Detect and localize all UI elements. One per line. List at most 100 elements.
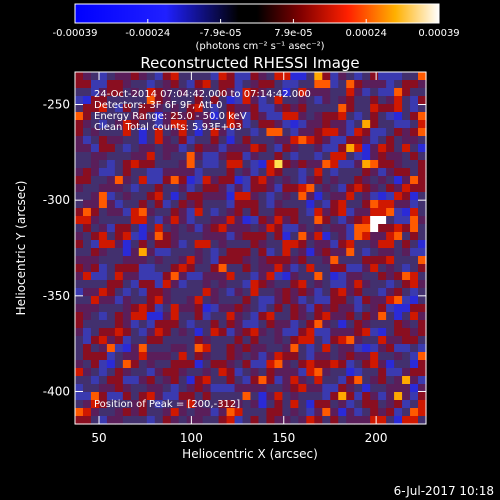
heatmap-cell — [114, 256, 124, 265]
heatmap-cell — [330, 184, 339, 193]
heatmap-cell — [75, 232, 84, 241]
heatmap-cell — [402, 240, 411, 249]
heatmap-cell — [154, 312, 164, 321]
heatmap-cell — [226, 120, 236, 129]
heatmap-cell — [218, 384, 228, 393]
heatmap-cell — [298, 136, 307, 145]
heatmap-cell — [138, 416, 148, 425]
heatmap-cell — [330, 320, 339, 329]
heatmap-cell — [138, 408, 148, 417]
heatmap-cell — [394, 136, 403, 145]
heatmap-cell — [338, 72, 347, 81]
heatmap-cell — [330, 104, 339, 113]
heatmap-cell — [418, 160, 427, 169]
heatmap-cell — [418, 416, 427, 425]
heatmap-cell — [154, 376, 164, 385]
heatmap-cell — [290, 320, 299, 329]
heatmap-cell — [378, 152, 387, 161]
heatmap-cell — [242, 144, 252, 153]
heatmap-cell — [322, 408, 331, 417]
heatmap-cell — [394, 264, 403, 273]
heatmap-cell — [402, 392, 411, 401]
heatmap-cell — [106, 336, 116, 345]
heatmap-cell — [306, 320, 315, 329]
heatmap-cell — [202, 248, 212, 257]
heatmap-cell — [218, 240, 228, 249]
heatmap-cell — [98, 264, 108, 273]
heatmap-cell — [186, 168, 196, 177]
heatmap-cell — [106, 264, 116, 273]
chart-title: Reconstructed RHESSI Image — [140, 54, 359, 72]
heatmap-cell — [194, 152, 204, 161]
heatmap-cell — [402, 208, 411, 217]
heatmap-cell — [114, 208, 124, 217]
heatmap-cell — [394, 272, 403, 281]
heatmap-cell — [90, 80, 100, 89]
heatmap-cell — [138, 216, 148, 225]
heatmap-cell — [154, 72, 164, 81]
heatmap-cell — [130, 192, 140, 201]
heatmap-cell — [122, 272, 132, 281]
heatmap-cell — [386, 192, 395, 201]
heatmap-cell — [178, 216, 188, 225]
heatmap-cell — [282, 176, 291, 185]
heatmap-cell — [82, 304, 92, 313]
heatmap-cell — [122, 312, 132, 321]
heatmap-cell — [402, 72, 411, 81]
heatmap-cell — [370, 344, 379, 353]
heatmap-cell — [314, 232, 323, 241]
heatmap-cell — [202, 96, 212, 105]
heatmap-cell — [75, 256, 84, 265]
heatmap-cell — [338, 336, 347, 345]
heatmap-cell — [418, 272, 427, 281]
heatmap-cell — [298, 264, 307, 273]
heatmap-cell — [114, 280, 124, 289]
heatmap-cell — [178, 320, 188, 329]
heatmap-cell — [378, 320, 387, 329]
heatmap-cell — [98, 120, 108, 129]
heatmap-cell — [210, 216, 220, 225]
heatmap-cell — [418, 368, 427, 377]
heatmap-cell — [75, 72, 84, 81]
heatmap-cell — [394, 320, 403, 329]
heatmap-cell — [114, 384, 124, 393]
heatmap-cell — [146, 208, 156, 217]
heatmap-cell — [202, 400, 212, 409]
heatmap-cell — [210, 368, 220, 377]
heatmap-cell — [306, 192, 315, 201]
heatmap-cell — [410, 328, 419, 337]
heatmap-cell — [378, 104, 387, 113]
heatmap-cell — [218, 104, 228, 113]
heatmap-cell — [258, 152, 268, 161]
heatmap-cell — [75, 320, 84, 329]
heatmap-cell — [75, 312, 84, 321]
heatmap-cell — [138, 128, 148, 137]
heatmap-cell — [306, 184, 315, 193]
heatmap-cell — [250, 336, 260, 345]
heatmap-cell — [354, 112, 363, 121]
heatmap-cell — [210, 328, 220, 337]
heatmap-cell — [290, 232, 299, 241]
heatmap-cell — [314, 288, 323, 297]
heatmap-cell — [266, 112, 276, 121]
heatmap-cell — [75, 392, 84, 401]
heatmap-cell — [98, 240, 108, 249]
heatmap-cell — [114, 80, 124, 89]
heatmap-cell — [234, 280, 244, 289]
heatmap-cell — [106, 416, 116, 425]
heatmap-cell — [330, 192, 339, 201]
heatmap-cell — [354, 144, 363, 153]
heatmap-cell — [186, 288, 196, 297]
heatmap-cell — [290, 176, 299, 185]
heatmap-cell — [122, 216, 132, 225]
heatmap-cell — [114, 152, 124, 161]
heatmap-cell — [242, 200, 252, 209]
heatmap-cell — [266, 328, 276, 337]
heatmap-cell — [306, 360, 315, 369]
heatmap-cell — [218, 336, 228, 345]
heatmap-cell — [346, 112, 355, 121]
heatmap-cell — [170, 320, 180, 329]
heatmap-cell — [90, 336, 100, 345]
heatmap-cell — [402, 400, 411, 409]
heatmap-cell — [138, 368, 148, 377]
